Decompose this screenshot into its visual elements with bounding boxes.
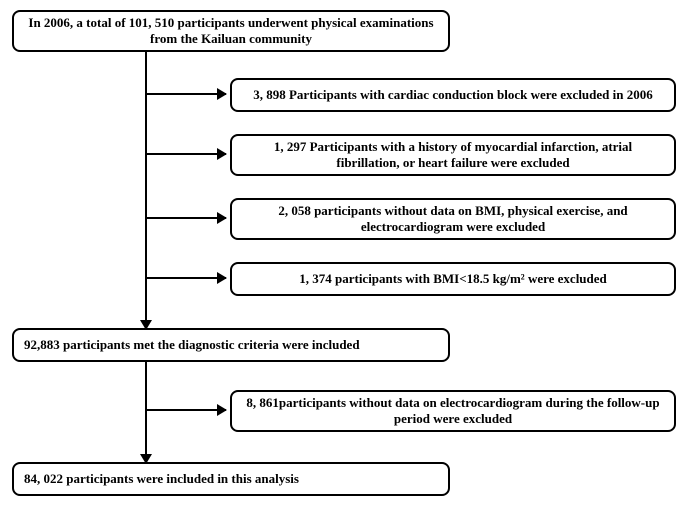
flow-box-ex5: 8, 861participants without data on elect… bbox=[230, 390, 676, 432]
flow-box-ex3: 2, 058 participants without data on BMI,… bbox=[230, 198, 676, 240]
flow-box-ex1: 3, 898 Participants with cardiac conduct… bbox=[230, 78, 676, 112]
flow-box-ex4: 1, 374 participants with BMI<18.5 kg/m² … bbox=[230, 262, 676, 296]
flow-box-end: 84, 022 participants were included in th… bbox=[12, 462, 450, 496]
flow-hconn-2 bbox=[146, 217, 226, 219]
flow-box-mid: 92,883 participants met the diagnostic c… bbox=[12, 328, 450, 362]
flow-hconn-1 bbox=[146, 153, 226, 155]
flow-box-ex2: 1, 297 Participants with a history of my… bbox=[230, 134, 676, 176]
flow-box-start: In 2006, a total of 101, 510 participant… bbox=[12, 10, 450, 52]
flow-hconn-4 bbox=[146, 409, 226, 411]
flow-down-arrow-1 bbox=[140, 454, 152, 464]
flowchart-stage: In 2006, a total of 101, 510 participant… bbox=[0, 0, 685, 510]
flow-vline-1 bbox=[145, 362, 147, 462]
flow-hconn-3 bbox=[146, 277, 226, 279]
flow-down-arrow-0 bbox=[140, 320, 152, 330]
flow-hconn-0 bbox=[146, 93, 226, 95]
